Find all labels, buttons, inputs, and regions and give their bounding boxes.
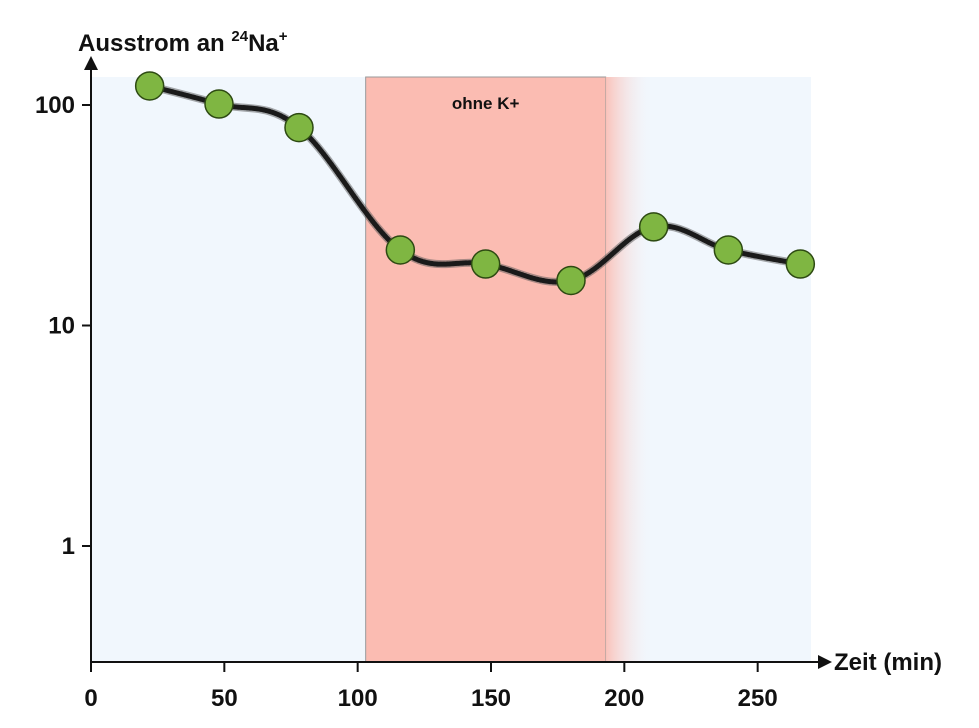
x-tick-label: 50 — [211, 685, 238, 712]
data-point — [785, 249, 816, 279]
x-tick-label: 150 — [471, 685, 511, 712]
x-axis-arrow — [818, 655, 832, 669]
y-axis-title-prefix: Ausstrom an — [78, 30, 231, 57]
x-axis-title: Zeit (min) — [834, 649, 942, 676]
y-tick-label: 100 — [35, 92, 75, 119]
data-point — [204, 89, 234, 119]
condition-band — [365, 76, 607, 663]
y-axis-title: Ausstrom an 24Na+ — [78, 28, 288, 57]
y-axis-title-element: Na — [248, 30, 279, 57]
y-tick-label: 10 — [48, 313, 75, 340]
x-tick-label: 200 — [604, 685, 644, 712]
data-point — [713, 235, 744, 265]
y-axis-arrow — [84, 56, 98, 70]
data-point — [385, 235, 416, 265]
data-point — [134, 71, 165, 101]
condition-label: ohne K+ — [452, 94, 520, 113]
data-point — [470, 249, 501, 279]
y-tick-label: 1 — [62, 533, 75, 560]
y-axis-title-isotope: 24 — [231, 28, 248, 45]
band-fade — [605, 77, 654, 662]
data-point — [638, 212, 669, 242]
x-tick-label: 250 — [738, 685, 778, 712]
x-tick-label: 0 — [84, 685, 97, 712]
data-point — [556, 265, 586, 296]
data-point — [284, 112, 314, 143]
x-tick-label: 100 — [338, 685, 378, 712]
y-axis-title-charge: + — [279, 28, 288, 45]
